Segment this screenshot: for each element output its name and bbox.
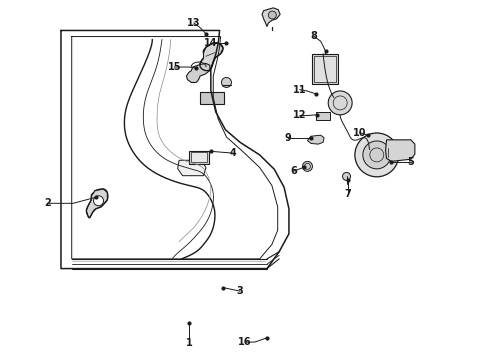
Circle shape xyxy=(363,141,391,169)
Text: 14: 14 xyxy=(204,38,218,48)
Polygon shape xyxy=(262,8,280,27)
Bar xyxy=(312,54,338,84)
Circle shape xyxy=(302,161,313,171)
Bar xyxy=(316,112,330,120)
Circle shape xyxy=(269,11,276,19)
Bar xyxy=(314,55,336,82)
Circle shape xyxy=(221,77,231,87)
Text: 15: 15 xyxy=(168,62,181,72)
Text: 5: 5 xyxy=(408,157,415,167)
Text: 12: 12 xyxy=(293,111,306,121)
Polygon shape xyxy=(200,43,223,71)
Text: 9: 9 xyxy=(285,133,292,143)
Bar xyxy=(191,152,207,162)
Text: 8: 8 xyxy=(310,31,317,41)
Polygon shape xyxy=(178,160,206,176)
Bar xyxy=(200,92,223,104)
Bar xyxy=(189,150,209,164)
Circle shape xyxy=(343,172,350,180)
Text: 2: 2 xyxy=(44,198,50,208)
Text: 1: 1 xyxy=(186,338,192,348)
Text: 4: 4 xyxy=(229,148,236,158)
Text: 7: 7 xyxy=(344,189,351,199)
Text: 10: 10 xyxy=(353,128,367,138)
Text: 11: 11 xyxy=(293,85,306,95)
Text: 6: 6 xyxy=(291,166,297,176)
Circle shape xyxy=(94,196,103,206)
Polygon shape xyxy=(86,189,107,218)
Text: 13: 13 xyxy=(187,18,200,28)
Polygon shape xyxy=(386,140,415,161)
Text: 16: 16 xyxy=(238,337,252,347)
Circle shape xyxy=(355,133,399,177)
Polygon shape xyxy=(308,135,324,144)
Circle shape xyxy=(328,91,352,115)
Polygon shape xyxy=(186,63,210,82)
Text: 3: 3 xyxy=(237,286,244,296)
